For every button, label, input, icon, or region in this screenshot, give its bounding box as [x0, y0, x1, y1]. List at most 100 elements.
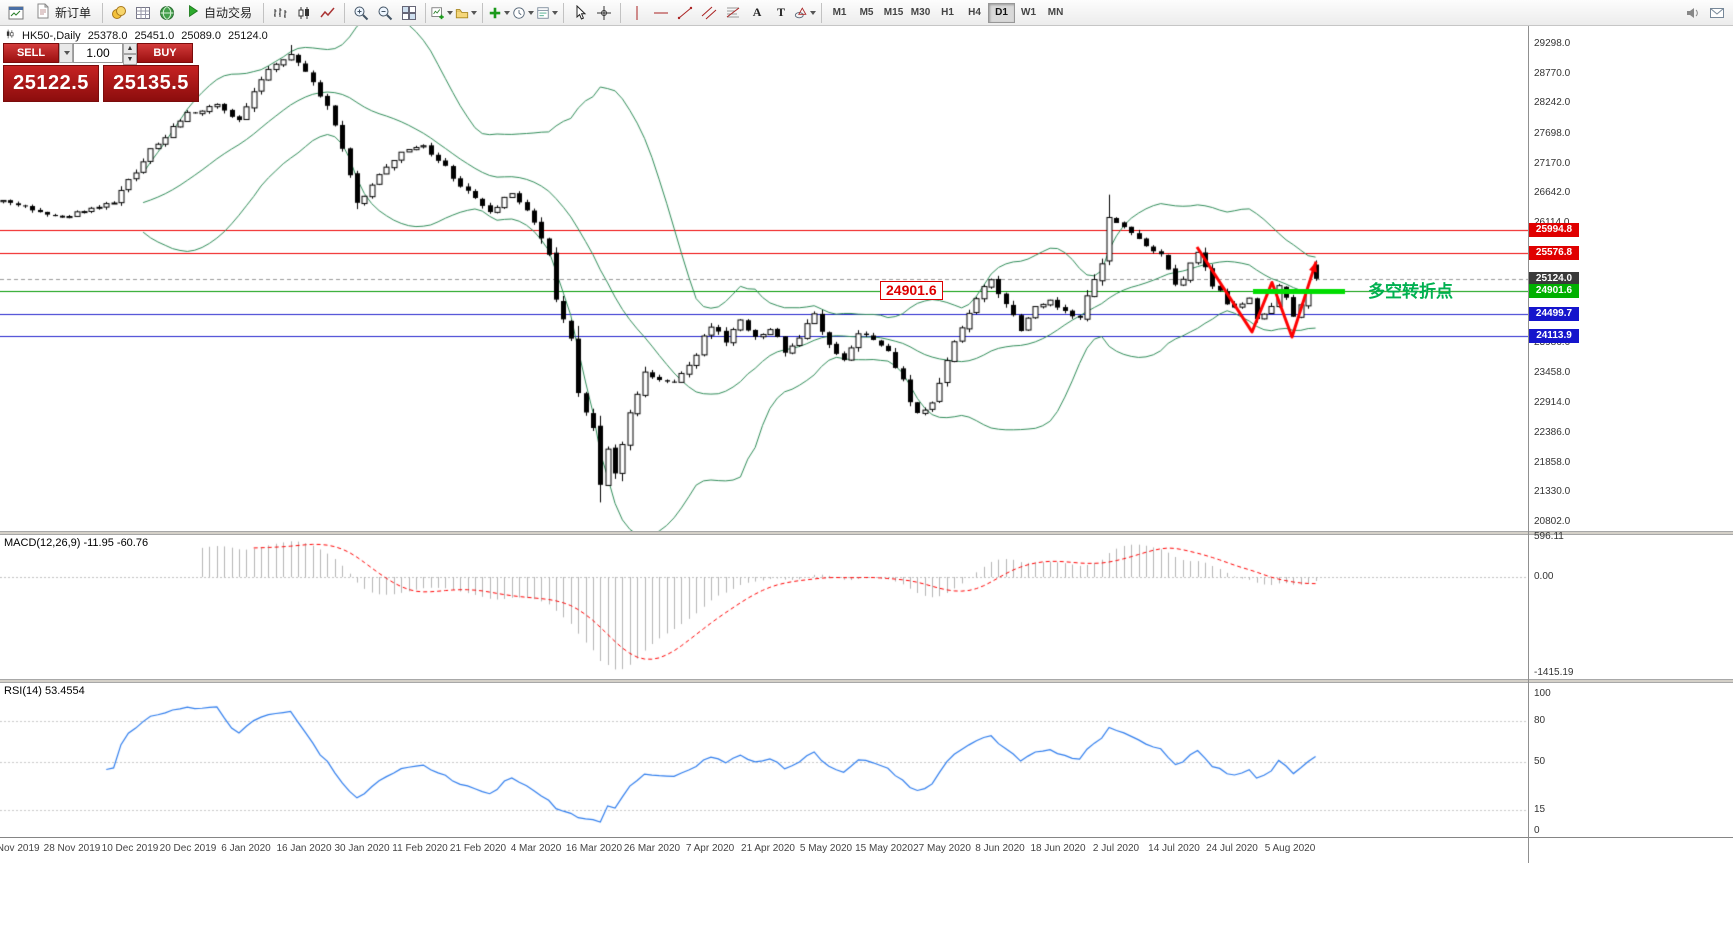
price-axis-tick: 26114.0 — [1534, 217, 1569, 228]
chart-workspace: HK50-,Daily 25378.0 25451.0 25089.0 2512… — [0, 26, 1733, 947]
timeframe-m15[interactable]: M15 — [883, 7, 904, 18]
macd-indicator-label: MACD(12,26,9) -11.95 -60.76 — [4, 537, 149, 549]
timeframe-w1[interactable]: W1 — [1021, 7, 1037, 18]
date-axis-label: 2 Jul 2020 — [1092, 843, 1140, 854]
rsi-pane: RSI(14) 53.4554 100 80 50 15 0 — [0, 683, 1733, 837]
volume-down-button[interactable]: ▼ — [123, 54, 137, 65]
text-tool-icon[interactable]: A — [752, 5, 762, 19]
data-window-icon[interactable] — [131, 2, 155, 24]
volume-input[interactable] — [73, 43, 123, 63]
price-line-tag: 25994.8 — [1529, 222, 1579, 237]
volume-up-button[interactable]: ▲ — [123, 43, 137, 54]
date-axis-label: 18 Jun 2020 — [1030, 843, 1086, 854]
zoom-out-icon[interactable] — [373, 2, 397, 24]
price-axis-tick: 28242.0 — [1534, 97, 1571, 109]
pane-splitter[interactable] — [0, 679, 1733, 683]
timeframe-h1[interactable]: H1 — [941, 7, 954, 18]
chevron-down-icon — [504, 10, 511, 15]
toolbar-separator — [563, 2, 565, 23]
mailbox-icon[interactable] — [1705, 2, 1729, 24]
chart-symbol-line: HK50-,Daily 25378.0 25451.0 25089.0 2512… — [5, 29, 268, 42]
timeframe-m1[interactable]: M1 — [832, 7, 847, 18]
date-axis-label: 14 Jul 2020 — [1148, 843, 1200, 854]
date-axis-label: 30 Jan 2020 — [334, 843, 390, 854]
candlestick-type-icon[interactable] — [292, 2, 316, 24]
date-axis-label: 8 Jun 2020 — [975, 843, 1025, 854]
timeframe-m5[interactable]: M5 — [859, 7, 874, 18]
channel-tool-icon[interactable] — [697, 2, 721, 24]
macd-axis-tick: -1415.19 — [1534, 667, 1574, 679]
zoom-in-icon[interactable] — [349, 2, 373, 24]
tile-windows-icon[interactable] — [397, 2, 421, 24]
price-axis-tick: 29298.0 — [1534, 38, 1571, 49]
ohlc-open: 25378.0 — [87, 29, 128, 42]
date-axis-label: 20 Dec 2019 — [159, 843, 217, 854]
buy-price[interactable]: 25135.5 — [103, 65, 199, 102]
timeframe-m30[interactable]: M30 — [910, 7, 931, 18]
alerts-icon[interactable] — [1681, 2, 1705, 24]
one-click-trade-panel: SELL ▲ ▼ BUY 25122.5 25135.5 — [3, 43, 199, 102]
pane-splitter[interactable] — [0, 531, 1733, 535]
price-line-tag: 25576.8 — [1529, 246, 1579, 261]
price-chart-canvas[interactable] — [0, 26, 1528, 531]
date-axis-label: 11 Feb 2020 — [392, 843, 448, 854]
symbol-name: HK50-,Daily — [22, 29, 81, 42]
rsi-axis-tick: 15 — [1534, 804, 1546, 816]
date-axis-label: 4 Mar 2020 — [510, 843, 562, 854]
trendline-tool-icon[interactable] — [673, 2, 697, 24]
sell-button[interactable]: SELL — [3, 43, 59, 63]
date-axis-label: 16 Mar 2020 — [565, 843, 623, 854]
new-order-button[interactable]: 新订单 — [28, 2, 98, 24]
rsi-axis-tick: 80 — [1534, 715, 1546, 727]
periods-icon[interactable] — [511, 2, 535, 24]
autotrade-button[interactable]: 自动交易 — [179, 2, 259, 24]
price-line-tag: 24113.9 — [1529, 328, 1579, 343]
price-line-tag: 24901.6 — [1529, 284, 1579, 299]
indicators-icon[interactable] — [487, 2, 511, 24]
bar-chart-type-icon[interactable] — [268, 2, 292, 24]
shapes-tool-icon[interactable] — [793, 2, 817, 24]
ohlc-close: 25124.0 — [227, 29, 268, 42]
new-chart-icon[interactable] — [430, 2, 454, 24]
toolbar-separator — [102, 2, 104, 23]
turning-point-label[interactable]: 多空转折点 — [1368, 281, 1453, 301]
chevron-down-icon — [447, 10, 454, 15]
price-pane: HK50-,Daily 25378.0 25451.0 25089.0 2512… — [0, 26, 1733, 531]
volume-presets-button[interactable] — [59, 43, 73, 63]
label-tool-icon[interactable]: T — [777, 5, 786, 19]
vertical-line-tool-icon[interactable] — [625, 2, 649, 24]
line-chart-type-icon[interactable] — [316, 2, 340, 24]
cursor-icon[interactable] — [568, 2, 592, 24]
date-axis-label: 28 Nov 2019 — [43, 843, 101, 854]
date-axis-label: 21 Feb 2020 — [449, 843, 507, 854]
profiles-icon[interactable] — [454, 2, 478, 24]
macd-chart-canvas[interactable] — [0, 535, 1528, 679]
chevron-down-icon — [552, 10, 559, 15]
crosshair-icon[interactable] — [592, 2, 616, 24]
macd-axis-tick: 0.00 — [1534, 571, 1554, 583]
chart-window-icon[interactable] — [4, 2, 28, 24]
buy-button[interactable]: BUY — [137, 43, 193, 63]
market-coins-icon[interactable] — [107, 2, 131, 24]
price-annotation-box[interactable]: 24901.6 — [880, 281, 943, 301]
sell-price[interactable]: 25122.5 — [3, 65, 99, 102]
timeframe-h4[interactable]: H4 — [968, 7, 981, 18]
fibonacci-tool-icon[interactable] — [721, 2, 745, 24]
price-axis-tick: 26642.0 — [1534, 187, 1571, 199]
web-terminal-icon[interactable] — [155, 2, 179, 24]
price-axis-tick: 21330.0 — [1534, 486, 1571, 498]
horizontal-line-tool-icon[interactable] — [649, 2, 673, 24]
price-axis-tick: 20802.0 — [1534, 515, 1571, 527]
timeframe-d1[interactable]: D1 — [988, 2, 1016, 23]
date-axis-label: 15 May 2020 — [855, 843, 913, 854]
rsi-chart-canvas[interactable] — [0, 683, 1528, 837]
date-axis-label: 27 May 2020 — [913, 843, 971, 854]
chevron-down-icon — [528, 10, 535, 15]
autotrade-play-icon — [186, 4, 200, 21]
templates-icon[interactable] — [535, 2, 559, 24]
price-axis-tick: 21858.0 — [1534, 456, 1571, 468]
toolbar-separator — [263, 2, 265, 23]
toolbar-separator — [482, 2, 484, 23]
timeframe-mn[interactable]: MN — [1047, 7, 1064, 18]
